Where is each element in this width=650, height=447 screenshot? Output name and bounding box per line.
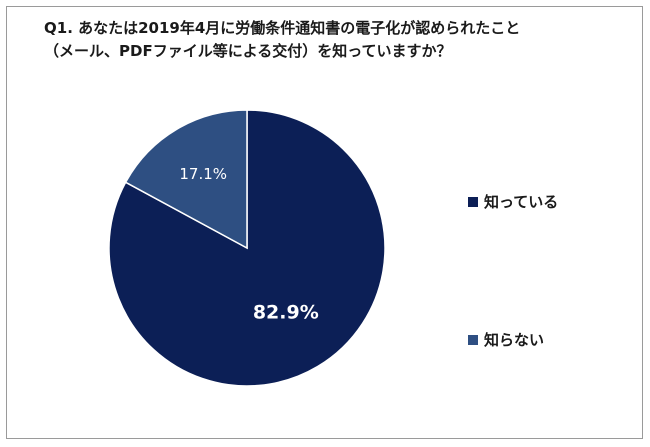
data-label-known: 82.9% bbox=[253, 302, 319, 324]
data-label-unknown: 17.1% bbox=[179, 165, 227, 183]
legend-swatch-known bbox=[468, 196, 478, 207]
chart-title: Q1. あなたは2019年4月に労働条件通知書の電子化が認められたこと （メール… bbox=[44, 17, 634, 63]
chart-title-line-2: （メール、PDFファイル等による交付）を知っていますか？ bbox=[44, 42, 452, 60]
slice-known bbox=[108, 109, 386, 387]
legend-label-known: 知っている bbox=[484, 193, 559, 211]
legend-swatch-unknown bbox=[468, 334, 478, 345]
legend-label-unknown: 知らない bbox=[484, 331, 545, 349]
legend-item-unknown: 知らない bbox=[468, 329, 544, 350]
chart-title-line-1: Q1. あなたは2019年4月に労働条件通知書の電子化が認められたこと bbox=[44, 19, 521, 37]
slice-unknown bbox=[124, 109, 248, 250]
legend-item-known: 知っている bbox=[468, 191, 558, 212]
pie-labels: 82.9% 17.1% bbox=[179, 165, 318, 324]
pie-slices bbox=[108, 109, 386, 387]
